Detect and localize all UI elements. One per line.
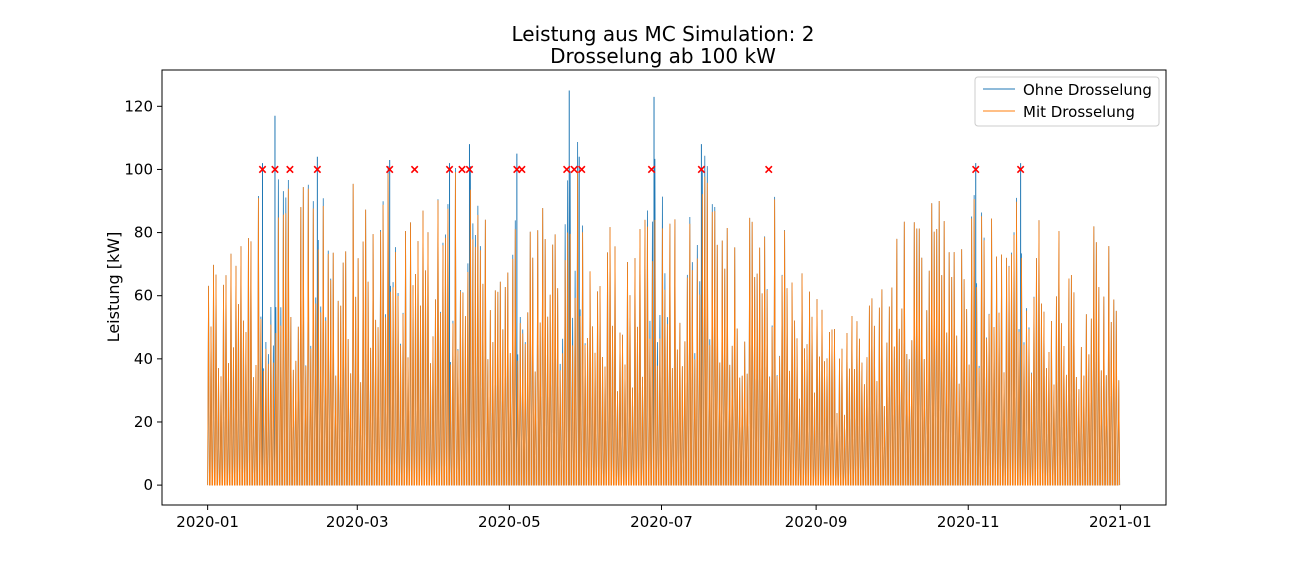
- series-line-mit: [207, 171, 1121, 486]
- curtailment-marker: [385, 165, 394, 174]
- curtailment-marker: [971, 165, 980, 174]
- legend-label-mit: Mit Drosselung: [1023, 103, 1135, 121]
- curtailment-marker: [570, 165, 578, 174]
- y-tick-label: 120: [124, 97, 153, 115]
- y-tick-label: 60: [134, 287, 153, 305]
- curtailment-marker: [518, 165, 526, 174]
- y-tick-label: 80: [134, 224, 153, 242]
- x-tick-label: 2020-03: [326, 513, 389, 531]
- curtailment-marker: [258, 165, 267, 174]
- curtailment-marker: [313, 165, 322, 174]
- curtailment-marker: [697, 165, 706, 174]
- plot-frame: [161, 69, 1167, 506]
- curtailment-marker: [458, 165, 466, 174]
- y-tick-label: 40: [134, 350, 153, 368]
- y-tick-label: 20: [134, 413, 153, 431]
- curtailment-marker: [562, 165, 571, 174]
- curtailment-marker: [465, 165, 474, 174]
- x-tick-label: 2020-01: [176, 513, 239, 531]
- chart-title: Leistung aus MC Simulation: 2: [512, 22, 815, 46]
- x-tick-label: 2020-09: [785, 513, 848, 531]
- series-line-ohne: [207, 142, 1121, 486]
- series-ohne-drosselung: [207, 90, 1121, 486]
- curtailment-marker: [445, 165, 454, 174]
- x-tick-label: 2020-05: [478, 513, 541, 531]
- curtailment-marker: [286, 165, 294, 174]
- curtailment-marker: [1016, 165, 1025, 174]
- chart-subtitle: Drosselung ab 100 kW: [550, 44, 776, 68]
- x-axis: 2020-01 2020-03 2020-05 2020-07 2020-09 2020-…: [176, 505, 1152, 531]
- curtailment-marker: [410, 165, 419, 174]
- y-tick-label: 0: [143, 476, 153, 494]
- legend-label-ohne: Ohne Drosselung: [1023, 81, 1152, 99]
- y-tick-label: 100: [124, 160, 153, 178]
- x-tick-label: 2021-01: [1089, 513, 1152, 531]
- x-tick-label: 2020-07: [630, 513, 693, 531]
- curtailment-marker: [764, 165, 773, 174]
- series-mit-drosselung: [207, 171, 1121, 486]
- legend-box: [974, 76, 1160, 127]
- curtailment-marker: [271, 165, 279, 174]
- curtailment-marker: [577, 165, 586, 174]
- y-axis: 0 20 40 60 80 100 120: [124, 97, 162, 494]
- legend: Ohne Drosselung Mit Drosselung: [974, 76, 1160, 127]
- x-tick-label: 2020-11: [937, 513, 1000, 531]
- curtailment-markers: [258, 165, 1025, 174]
- curtailment-marker: [647, 165, 656, 174]
- y-axis-label: Leistung [kW]: [104, 232, 123, 343]
